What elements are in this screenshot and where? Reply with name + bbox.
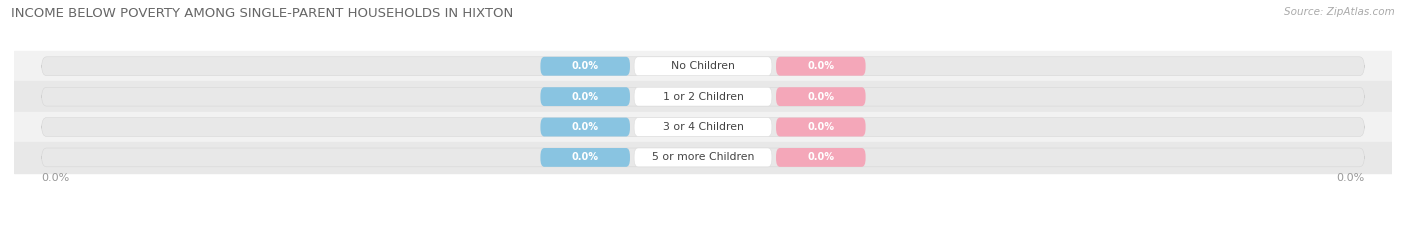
FancyBboxPatch shape (540, 57, 630, 76)
Bar (14, 82, 1392, 112)
Text: 0.0%: 0.0% (572, 61, 599, 71)
Text: INCOME BELOW POVERTY AMONG SINGLE-PARENT HOUSEHOLDS IN HIXTON: INCOME BELOW POVERTY AMONG SINGLE-PARENT… (11, 7, 513, 20)
Text: 0.0%: 0.0% (572, 122, 599, 132)
FancyBboxPatch shape (776, 87, 866, 106)
Text: 0.0%: 0.0% (807, 61, 834, 71)
FancyBboxPatch shape (634, 148, 772, 167)
Text: 0.0%: 0.0% (807, 122, 834, 132)
Bar (14, 142, 1392, 173)
FancyBboxPatch shape (540, 118, 630, 137)
Text: 0.0%: 0.0% (807, 92, 834, 102)
Text: 5 or more Children: 5 or more Children (652, 152, 754, 162)
Text: 1 or 2 Children: 1 or 2 Children (662, 92, 744, 102)
FancyBboxPatch shape (42, 57, 1364, 76)
FancyBboxPatch shape (634, 118, 772, 137)
FancyBboxPatch shape (42, 118, 1364, 137)
Text: 0.0%: 0.0% (572, 92, 599, 102)
Text: 0.0%: 0.0% (42, 173, 70, 183)
Text: 3 or 4 Children: 3 or 4 Children (662, 122, 744, 132)
FancyBboxPatch shape (42, 148, 1364, 167)
FancyBboxPatch shape (776, 118, 866, 137)
FancyBboxPatch shape (634, 57, 772, 76)
Text: 0.0%: 0.0% (807, 152, 834, 162)
Text: No Children: No Children (671, 61, 735, 71)
Text: 0.0%: 0.0% (572, 152, 599, 162)
Bar (14, 112, 1392, 142)
Bar (14, 51, 1392, 82)
FancyBboxPatch shape (42, 87, 1364, 106)
Text: Source: ZipAtlas.com: Source: ZipAtlas.com (1284, 7, 1395, 17)
Text: 0.0%: 0.0% (1336, 173, 1364, 183)
FancyBboxPatch shape (776, 57, 866, 76)
FancyBboxPatch shape (776, 148, 866, 167)
FancyBboxPatch shape (634, 87, 772, 106)
FancyBboxPatch shape (540, 148, 630, 167)
FancyBboxPatch shape (540, 87, 630, 106)
